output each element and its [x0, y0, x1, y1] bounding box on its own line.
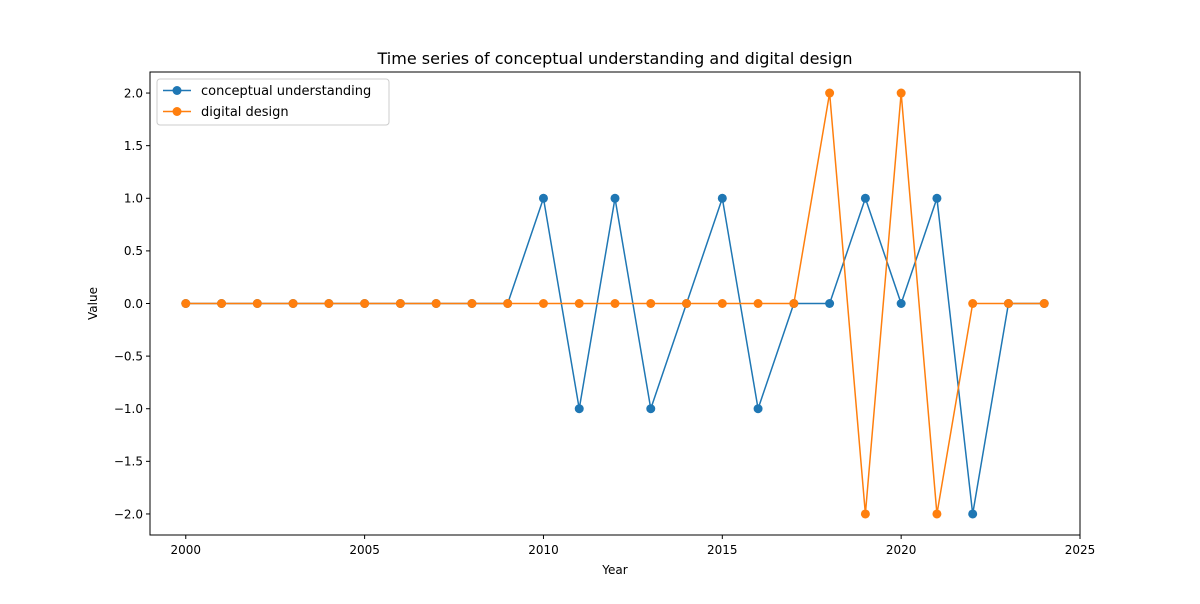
data-point-digital-design	[896, 88, 906, 98]
legend-label-digital-design: digital design	[201, 105, 289, 120]
data-point-conceptual-understanding	[717, 193, 727, 203]
y-tick-label: −0.5	[114, 349, 143, 363]
data-point-digital-design	[717, 299, 727, 308]
y-axis-label: Value	[86, 287, 100, 320]
legend-marker-digital-design	[172, 107, 182, 116]
data-point-digital-design	[860, 509, 870, 519]
data-point-digital-design	[682, 299, 692, 308]
data-point-conceptual-understanding	[825, 299, 835, 308]
x-tick-label: 2005	[349, 543, 380, 557]
data-point-conceptual-understanding	[896, 299, 906, 308]
data-point-digital-design	[538, 299, 548, 308]
y-tick-label: 1.5	[124, 139, 143, 153]
data-point-digital-design	[789, 299, 799, 308]
data-point-conceptual-understanding	[574, 404, 584, 414]
legend-label-conceptual-understanding: conceptual understanding	[201, 84, 371, 99]
data-point-digital-design	[1039, 299, 1049, 308]
y-tick-label: 0.5	[124, 244, 143, 258]
data-point-digital-design	[252, 299, 262, 308]
legend-marker-conceptual-understanding	[172, 86, 182, 95]
data-point-digital-design	[1003, 299, 1013, 308]
x-tick-label: 2020	[886, 543, 917, 557]
y-axis-ticks: −2.0 −1.5 −1.0 −0.5 0.0 0.5 1.0 1.5 2.0	[114, 86, 150, 521]
data-point-digital-design	[467, 299, 477, 308]
legend: conceptual understanding digital design	[156, 78, 390, 126]
data-point-digital-design	[610, 299, 620, 308]
y-tick-label: −1.0	[114, 402, 143, 416]
data-point-digital-design	[288, 299, 298, 308]
y-tick-label: −1.5	[114, 455, 143, 469]
data-point-digital-design	[217, 299, 227, 308]
data-point-digital-design	[574, 299, 584, 308]
x-tick-label: 2025	[1065, 543, 1096, 557]
x-axis-label: Year	[601, 563, 627, 577]
data-point-digital-design	[503, 299, 513, 308]
y-tick-label: −2.0	[114, 507, 143, 521]
data-point-digital-design	[395, 299, 405, 308]
data-point-digital-design	[324, 299, 334, 308]
x-tick-label: 2015	[707, 543, 738, 557]
data-point-conceptual-understanding	[538, 193, 548, 203]
data-point-digital-design	[181, 299, 191, 308]
data-point-digital-design	[968, 299, 978, 308]
chart-title: Time series of conceptual understanding …	[377, 49, 853, 68]
data-point-conceptual-understanding	[860, 193, 870, 203]
data-point-conceptual-understanding	[968, 509, 978, 519]
legend-box	[156, 78, 390, 126]
data-point-conceptual-understanding	[932, 193, 942, 203]
x-tick-label: 2010	[528, 543, 559, 557]
data-point-digital-design	[431, 299, 441, 308]
x-tick-label: 2000	[170, 543, 201, 557]
data-point-conceptual-understanding	[646, 404, 656, 414]
y-tick-label: 0.0	[124, 297, 143, 311]
x-axis-ticks: 2000 2005 2010 2015 2020 2025	[170, 535, 1095, 557]
data-point-digital-design	[753, 299, 763, 308]
data-point-digital-design	[932, 509, 942, 519]
y-tick-label: 1.0	[124, 192, 143, 206]
plot-marks	[181, 88, 1049, 519]
data-point-conceptual-understanding	[753, 404, 763, 414]
data-point-conceptual-understanding	[610, 193, 620, 203]
data-point-digital-design	[646, 299, 656, 308]
y-tick-label: 2.0	[124, 86, 143, 100]
data-point-digital-design	[360, 299, 370, 308]
data-point-digital-design	[825, 88, 835, 98]
